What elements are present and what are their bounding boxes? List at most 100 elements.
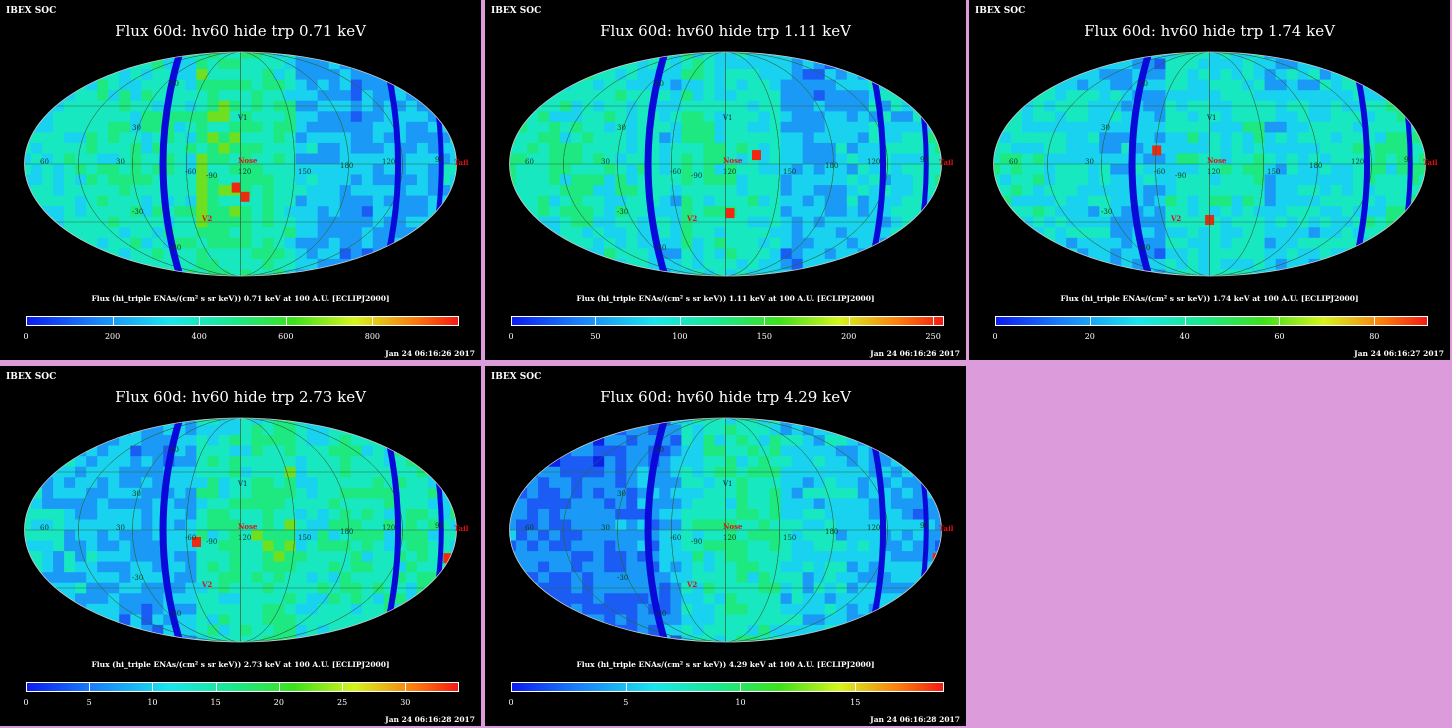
pixel — [141, 508, 153, 520]
pixel — [450, 582, 457, 594]
pixel — [1121, 52, 1133, 60]
pixel — [935, 248, 942, 260]
pixel — [780, 572, 793, 584]
pixel — [560, 519, 572, 531]
pixel — [42, 52, 54, 60]
pixel — [31, 216, 43, 228]
pixel — [824, 487, 837, 499]
pixel — [185, 614, 197, 626]
pixel — [604, 508, 616, 520]
pixel — [416, 132, 429, 144]
pixel — [582, 164, 594, 176]
pixel — [273, 153, 286, 165]
pixel — [119, 487, 131, 499]
pixel — [119, 132, 131, 144]
pixel — [207, 142, 219, 154]
colorbar-tick-mark — [112, 317, 114, 325]
pixel — [207, 258, 219, 270]
pixel — [251, 121, 264, 133]
pixel — [229, 164, 242, 176]
pixel — [791, 206, 804, 218]
colorbar-tick-mark — [372, 317, 374, 325]
pixel — [251, 164, 264, 176]
sky-map — [24, 51, 457, 277]
pixel — [516, 206, 528, 218]
pixel — [75, 79, 87, 91]
pixel — [317, 530, 330, 542]
pixel — [372, 174, 385, 186]
no-data-stripe — [644, 418, 669, 642]
map-label-lon-m90: -90 — [206, 538, 218, 546]
pixel — [890, 418, 903, 426]
pixel — [923, 445, 936, 457]
pixel — [1407, 164, 1420, 176]
pixel — [725, 614, 738, 626]
pixel — [626, 519, 638, 531]
pixel — [703, 58, 716, 70]
pixel — [75, 530, 87, 542]
pixel — [659, 614, 671, 626]
pixel — [1396, 195, 1409, 207]
pixel — [152, 572, 164, 584]
pixel — [879, 248, 892, 260]
pixel — [1176, 164, 1188, 176]
pixel — [229, 258, 242, 270]
pixel — [901, 487, 914, 499]
pixel — [868, 614, 881, 626]
pixel — [1132, 248, 1144, 260]
pixel — [1275, 195, 1288, 207]
pixel — [1022, 237, 1034, 249]
pixel — [615, 79, 627, 91]
pixel — [857, 530, 870, 542]
pixel — [75, 572, 87, 584]
pixel — [769, 185, 782, 197]
pixel — [108, 530, 120, 542]
pixel — [912, 248, 925, 260]
pixel — [802, 69, 815, 81]
colorbar-tick-mark — [26, 317, 27, 325]
pixel — [1264, 132, 1277, 144]
pixel — [1220, 248, 1233, 260]
colorbar-tick-mark — [278, 683, 280, 691]
pixel — [251, 508, 264, 520]
pixel — [747, 477, 760, 489]
pixel — [1198, 111, 1211, 123]
pixel — [218, 121, 231, 133]
pixel — [42, 477, 54, 489]
pixel — [846, 111, 859, 123]
pixel — [527, 111, 539, 123]
pixel — [1132, 153, 1144, 165]
pixel — [31, 614, 43, 626]
pixel — [912, 111, 925, 123]
pixel — [31, 185, 43, 197]
pixel — [130, 614, 142, 626]
pixel — [813, 153, 826, 165]
pixel — [769, 424, 782, 436]
pixel — [141, 624, 153, 636]
pixel — [769, 142, 782, 154]
pixel — [130, 418, 142, 426]
pixel — [758, 424, 771, 436]
pixel — [923, 603, 936, 615]
pixel — [1110, 142, 1122, 154]
pixel — [207, 206, 219, 218]
pixel — [1176, 185, 1188, 197]
pixel — [846, 614, 859, 626]
pixel — [509, 248, 517, 260]
pixel — [912, 153, 925, 165]
pixel — [1011, 258, 1023, 270]
pixel — [218, 248, 231, 260]
pixel — [295, 142, 308, 154]
pixel — [64, 79, 76, 91]
pixel — [879, 456, 892, 468]
pixel — [185, 237, 197, 249]
pixel — [1044, 185, 1056, 197]
pixel — [670, 132, 682, 144]
colorbar-tick-mark — [89, 683, 91, 691]
pixel — [747, 603, 760, 615]
pixel — [538, 58, 550, 70]
pixel — [273, 69, 286, 81]
pixel — [626, 269, 638, 276]
pixel — [251, 424, 264, 436]
pixel — [174, 551, 186, 563]
